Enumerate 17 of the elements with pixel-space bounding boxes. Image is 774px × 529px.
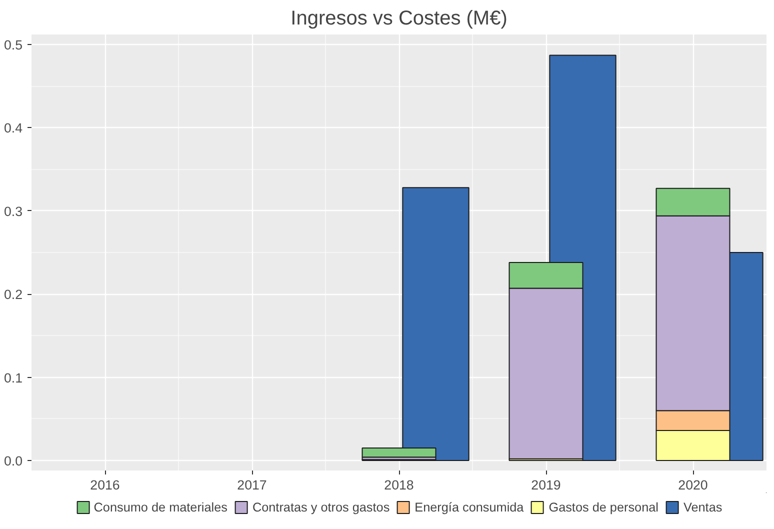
y-tick-label: 0.3 <box>4 204 23 219</box>
legend-label: Gastos de personal <box>548 500 658 514</box>
chart-title: Ingresos vs Costes (M€) <box>290 8 508 30</box>
x-tick-label: 2019 <box>531 478 561 492</box>
x-tick-label: 2018 <box>384 478 414 492</box>
y-tick-label: 0.0 <box>4 454 23 469</box>
y-tick-label: 0.5 <box>4 37 23 52</box>
x-tick-label: 2020 <box>678 478 708 492</box>
x-tick-label: 2016 <box>90 478 120 492</box>
legend-label: Ventas <box>683 500 722 514</box>
y-tick-label: 0.1 <box>4 370 23 386</box>
legend-label: Energía consumida <box>414 500 524 514</box>
x-tick-label: 2017 <box>237 478 267 492</box>
legend-label: Consumo de materiales <box>94 500 228 514</box>
y-tick-label: 0.4 <box>4 120 24 136</box>
y-tick-label: 0.2 <box>4 287 23 302</box>
legend-label: Contratas y otros gastos <box>252 500 390 514</box>
